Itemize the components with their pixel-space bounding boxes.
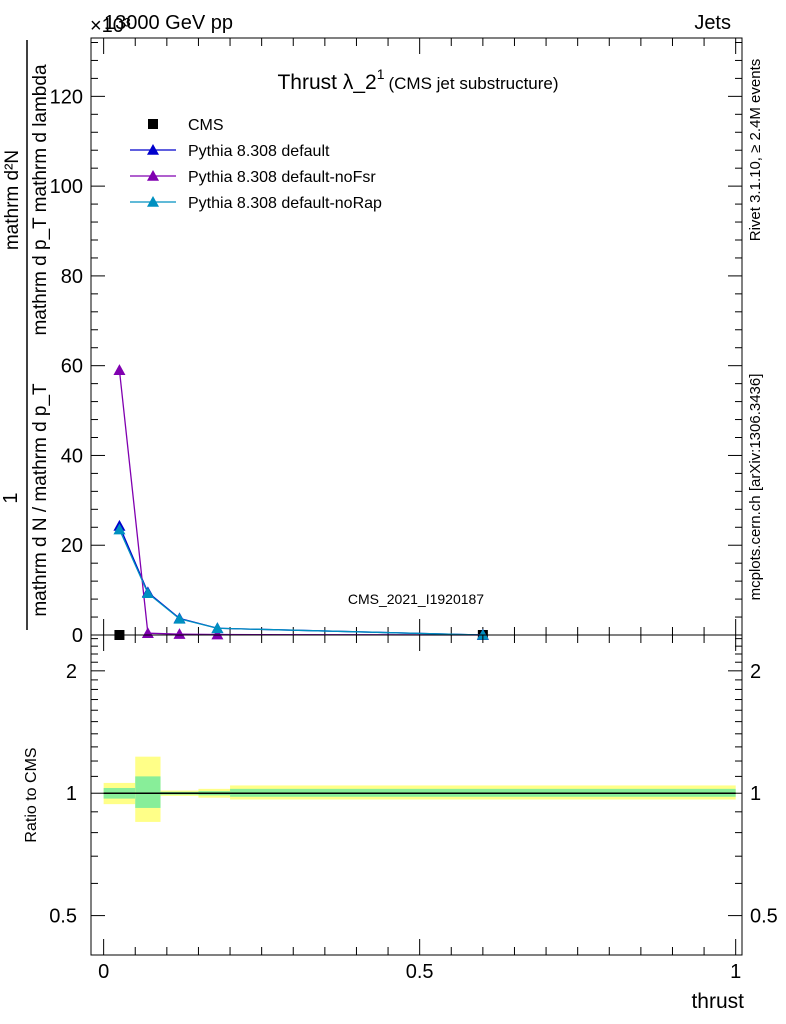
y-label-denominator: mathrm d p_T mathrm d lambda — [30, 64, 51, 335]
ratio-y-tick-label-right: 0.5 — [750, 906, 778, 928]
data-point-noFsr — [113, 364, 126, 375]
analysis-watermark: CMS_2021_I1920187 — [348, 591, 484, 607]
ratio-y-axis-label: Ratio to CMS — [23, 747, 40, 842]
plot-title-subtitle: (CMS jet substructure) — [388, 74, 558, 93]
process-label: 13000 GeV pp — [104, 12, 233, 34]
legend-label-noFsr: Pythia 8.308 default-noFsr — [188, 169, 376, 186]
y-tick-label: 80 — [61, 266, 83, 288]
main-y-ticks: 0 20 40 60 80 100 120 — [50, 41, 742, 647]
ratio-bands — [103, 756, 736, 822]
series-line-noRap — [118, 529, 483, 636]
y-label-prefactor: 1 — [0, 492, 22, 503]
x-axis-label: thrust — [691, 990, 744, 1013]
observable-group-label: Jets — [694, 12, 731, 34]
y-tick-label: 60 — [61, 356, 83, 378]
ratio-y-tick-label: 2 — [66, 661, 77, 683]
ratio-y-tick-label: 1 — [66, 783, 77, 805]
ratio-panel: 0.5 0.51 12 2 0 0.5 1 Ratio to CMS thrust — [23, 634, 778, 1013]
x-tick-label: 0.5 — [406, 961, 434, 983]
legend-marker-noFsr — [147, 170, 159, 181]
y-tick-label: 120 — [50, 86, 83, 108]
legend: CMS Pythia 8.308 default Pythia 8.308 defa… — [130, 117, 382, 212]
y-exponent-label: ×10³ — [90, 15, 131, 37]
ratio-x-ticks: 0 0.5 1 — [98, 635, 741, 983]
y-label-prefactor-denominator: mathrm d N / mathrm d p_T — [30, 383, 51, 617]
data-point-noRap — [211, 622, 224, 634]
data-point-noRap — [113, 523, 126, 535]
data-point-noRap — [476, 629, 489, 640]
ratio-y-ticks: 0.5 0.5 1 1 2 2 — [49, 638, 778, 928]
ratio-panel-frame — [90, 634, 743, 956]
y-tick-label: 0 — [72, 625, 83, 647]
plot-title-superscript: 1 — [377, 66, 385, 82]
mcplots-reference-label: mcplots.cern.ch [arXiv:1306.3436] — [747, 374, 764, 601]
y-tick-label: 20 — [61, 535, 83, 557]
x-tick-label: 1 — [730, 961, 741, 983]
ratio-y-tick-label-right: 2 — [750, 661, 761, 683]
legend-marker-default — [147, 144, 159, 155]
legend-label-cms: CMS — [188, 117, 224, 134]
main-panel: 0 20 40 60 80 100 120 Thrust λ_21 (CMS jet subs… — [50, 37, 743, 647]
plot-title: Thrust λ_21 (CMS jet substructure) — [277, 66, 558, 94]
data-point-noFsr — [211, 628, 224, 640]
x-tick-label: 0 — [98, 961, 109, 983]
legend-marker-cms — [148, 119, 158, 129]
plot-title-main: Thrust λ_2 — [277, 71, 376, 94]
y-tick-label: 40 — [61, 445, 83, 467]
data-point-noRap — [141, 587, 154, 599]
data-point-noRap — [173, 612, 186, 624]
series-line-default — [118, 525, 483, 636]
y-tick-label: 100 — [50, 176, 83, 198]
main-y-axis-label: mathrm d²N mathrm d p_T mathrm d lambda … — [0, 40, 51, 630]
ratio-band-green — [135, 776, 161, 808]
legend-marker-noRap — [147, 196, 159, 207]
ratio-y-tick-label: 0.5 — [49, 906, 77, 928]
legend-label-default: Pythia 8.308 default — [188, 143, 330, 160]
data-point-noFsr — [141, 627, 154, 639]
data-point-noFsr — [173, 628, 186, 639]
legend-label-noRap: Pythia 8.308 default-noRap — [188, 195, 382, 212]
rivet-version-label: Rivet 3.1.10, ≥ 2.4M events — [747, 59, 764, 242]
ratio-y-tick-label-right: 1 — [750, 783, 761, 805]
y-label-numerator: mathrm d²N — [2, 150, 23, 250]
